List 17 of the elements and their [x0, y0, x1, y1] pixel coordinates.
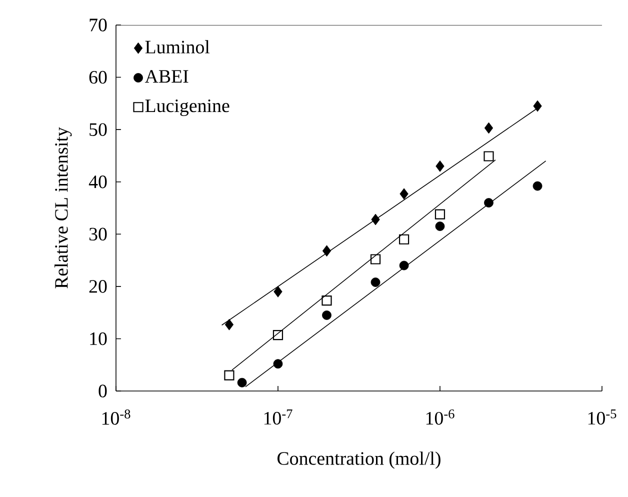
y-tick-label: 60: [89, 70, 107, 84]
y-axis-title: Relative CL intensity: [54, 127, 72, 288]
legend-label: Luminol: [145, 40, 210, 54]
y-tick-label: 20: [89, 280, 107, 293]
legend-label: ABEI: [144, 70, 188, 83]
x-tick-label: 10$^{-7}$: [264, 410, 292, 425]
legend-label: Lucigenine: [145, 99, 230, 116]
x-tick-label: 10$^{-5}$: [588, 410, 616, 425]
x-tick-label: 10$^{-6}$: [426, 410, 454, 425]
y-tick-label: 10: [90, 332, 107, 346]
y-tick-label: 70: [90, 18, 107, 32]
x-tick-label: 10$^{-8}$: [102, 410, 130, 425]
x-axis-title: Concentration (mol/l): [277, 452, 440, 469]
y-tick-label: 50: [90, 123, 107, 136]
y-tick-label: 0: [98, 384, 107, 398]
y-tick-label: 40: [88, 175, 107, 188]
y-tick-label: 30: [89, 228, 107, 241]
